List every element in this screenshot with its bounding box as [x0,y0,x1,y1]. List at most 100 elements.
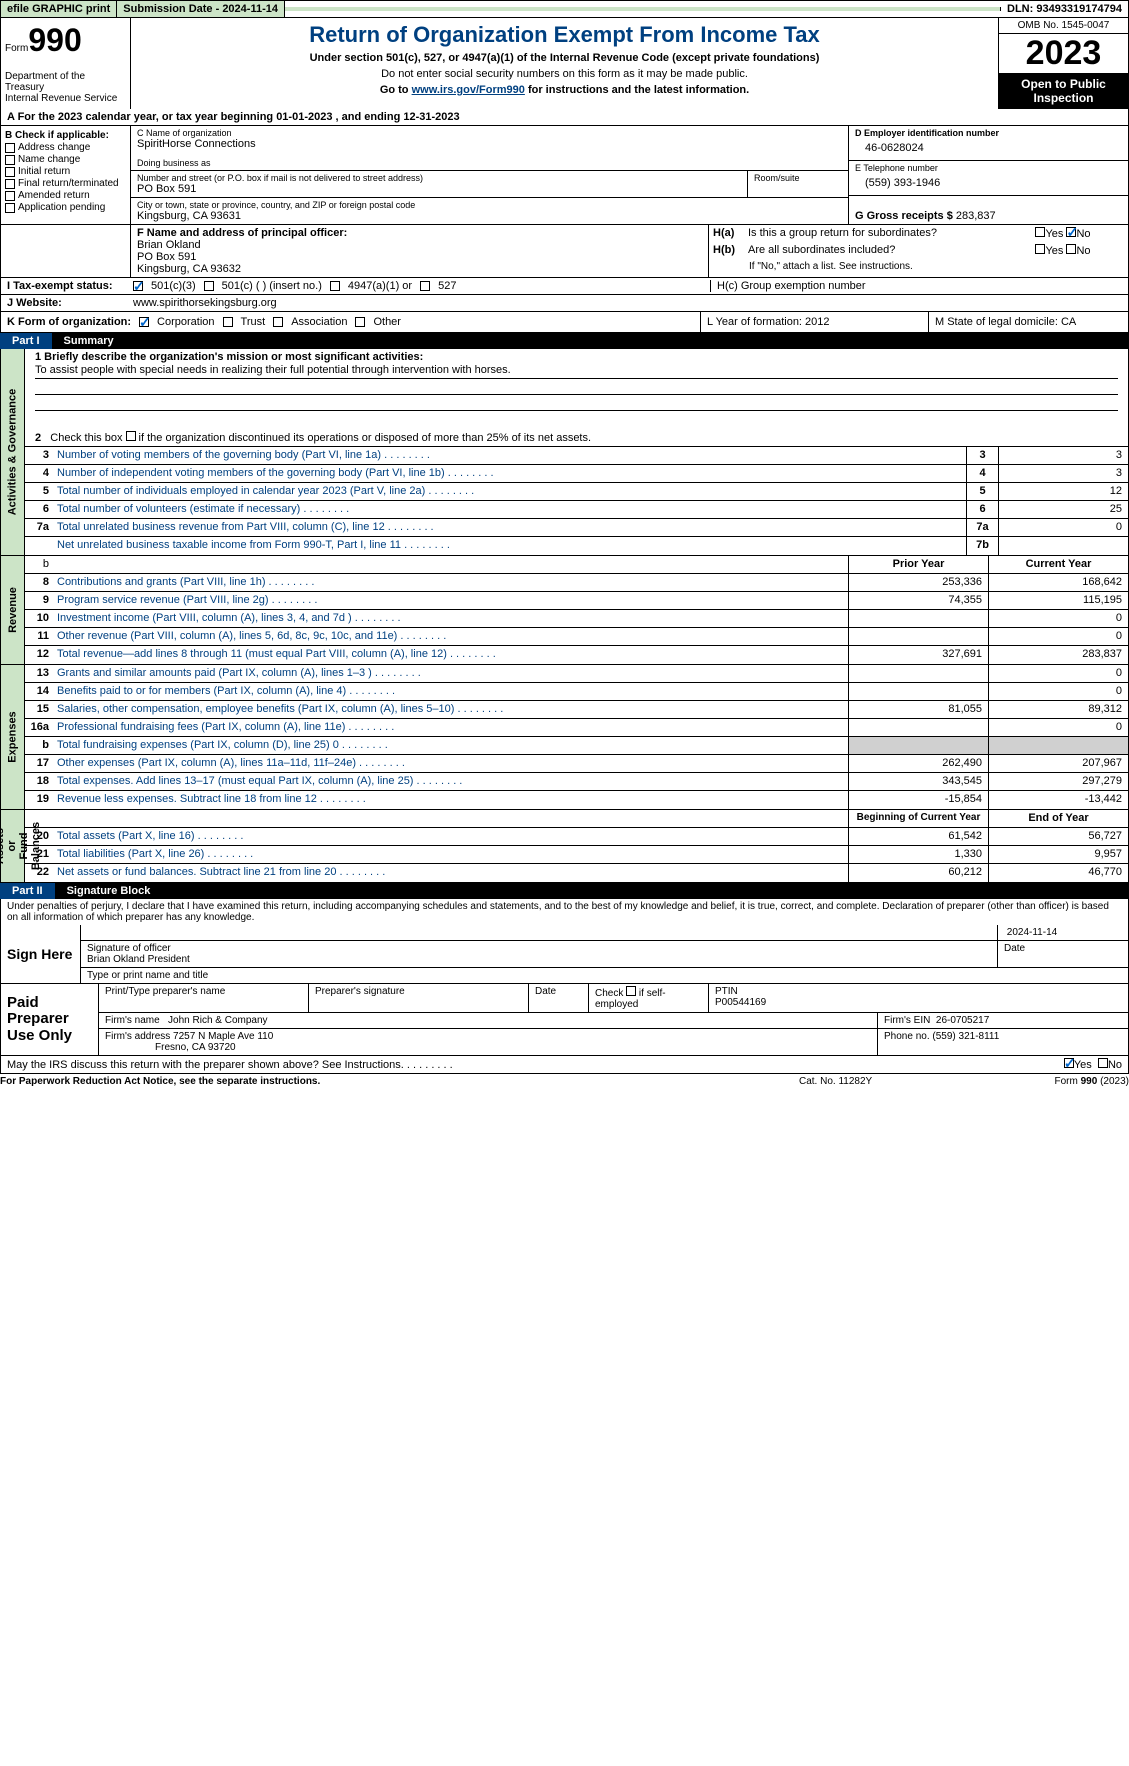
vtab-net: Net Assets or Fund Balances [1,810,25,882]
summary-row: 4Number of independent voting members of… [25,465,1128,483]
summary-row: 11Other revenue (Part VIII, column (A), … [25,628,1128,646]
gross-cell: G Gross receipts $ 283,837 [849,196,1128,224]
summary-row: 15Salaries, other compensation, employee… [25,701,1128,719]
summary-row: 6Total number of volunteers (estimate if… [25,501,1128,519]
gov-section: Activities & Governance 1 Briefly descri… [0,349,1129,556]
exp-section: Expenses 13Grants and similar amounts pa… [0,665,1129,810]
group-return-box: H(a) Is this a group return for subordin… [708,225,1128,277]
hb-yes[interactable] [1035,244,1045,254]
vtab-exp: Expenses [1,665,25,809]
dln: DLN: 93493319174794 [1001,1,1128,17]
cb-501c3[interactable] [133,281,143,291]
tax-year: 2023 [999,34,1128,73]
signature-section: Sign Here 2024-11-14 Signature of office… [0,925,1129,1056]
hb-no[interactable] [1066,244,1076,254]
page-footer: For Paperwork Reduction Act Notice, see … [0,1074,1129,1089]
summary-row: 9Program service revenue (Part VIII, lin… [25,592,1128,610]
form-label: Form [5,43,28,54]
firm-phone: (559) 321-8111 [932,1031,999,1042]
cb-trust[interactable] [223,317,233,327]
form-org-row: K Form of organization: Corporation Trus… [0,312,1129,333]
gross-receipts: 283,837 [956,210,996,222]
summary-row: 20Total assets (Part X, line 16)61,54256… [25,828,1128,846]
summary-row: 16aProfessional fundraising fees (Part I… [25,719,1128,737]
summary-row: 21Total liabilities (Part X, line 26)1,3… [25,846,1128,864]
summary-row: 19Revenue less expenses. Subtract line 1… [25,791,1128,809]
paid-preparer-label: Paid Preparer Use Only [1,984,99,1055]
vtab-gov: Activities & Governance [1,349,25,555]
part2-header: Part II Signature Block [0,883,1129,899]
form-number: 990 [28,22,81,58]
firm-ein: 26-0705217 [936,1015,989,1026]
cb-527[interactable] [420,281,430,291]
checkbox-address-change[interactable] [5,143,15,153]
summary-row: 22Net assets or fund balances. Subtract … [25,864,1128,882]
summary-row: 14Benefits paid to or for members (Part … [25,683,1128,701]
cb-501c[interactable] [204,281,214,291]
summary-row: 5Total number of individuals employed in… [25,483,1128,501]
officer-row: F Name and address of principal officer:… [0,225,1129,278]
tax-exempt-row: I Tax-exempt status: 501(c)(3) 501(c) ( … [0,278,1129,295]
summary-row: 12Total revenue—add lines 8 through 11 (… [25,646,1128,664]
cb-discontinued[interactable] [126,431,136,441]
instructions-link[interactable]: www.irs.gov/Form990 [412,84,525,96]
checkbox-amended[interactable] [5,191,15,201]
summary-row: 18Total expenses. Add lines 13–17 (must … [25,773,1128,791]
cb-self-employed[interactable] [626,986,636,996]
cb-4947[interactable] [330,281,340,291]
cb-assoc[interactable] [273,317,283,327]
checkbox-final-return[interactable] [5,179,15,189]
subtitle-2: Do not enter social security numbers on … [135,68,994,80]
form-id-box: Form990 Department of the Treasury Inter… [1,18,131,109]
org-name-cell: C Name of organization SpiritHorse Conne… [131,126,848,171]
form-header: Form990 Department of the Treasury Inter… [0,18,1129,109]
officer-name: Brian Okland President [87,954,190,965]
form-title-block: Return of Organization Exempt From Incom… [131,18,998,109]
street-cell: Number and street (or P.O. box if mail i… [131,171,748,198]
omb-number: OMB No. 1545-0047 [999,18,1128,34]
room-cell: Room/suite [748,171,848,198]
cb-other[interactable] [355,317,365,327]
header-info-grid: B Check if applicable: Address change Na… [0,126,1129,225]
ein-value: 46-0628024 [855,138,1122,158]
year-formation: L Year of formation: 2012 [700,312,920,332]
discuss-no[interactable] [1098,1058,1108,1068]
website-row: J Website: www.spirithorsekingsburg.org [0,295,1129,312]
summary-row: 8Contributions and grants (Part VIII, li… [25,574,1128,592]
city-cell: City or town, state or province, country… [131,198,848,224]
org-name: SpiritHorse Connections [137,138,842,150]
dept: Department of the Treasury Internal Reve… [5,71,126,104]
vtab-rev: Revenue [1,556,25,664]
summary-row: 7aTotal unrelated business revenue from … [25,519,1128,537]
discuss-row: May the IRS discuss this return with the… [0,1056,1129,1074]
summary-row: 17Other expenses (Part IX, column (A), l… [25,755,1128,773]
officer-value: Brian Okland PO Box 591 Kingsburg, CA 93… [137,239,702,275]
year-box: OMB No. 1545-0047 2023 Open to Public In… [998,18,1128,109]
firm-name: John Rich & Company [168,1015,268,1026]
penalties-text: Under penalties of perjury, I declare th… [0,899,1129,925]
ptin: P00544169 [715,997,766,1008]
part1-header: Part I Summary [0,333,1129,349]
website-value: www.spirithorsekingsburg.org [133,297,277,309]
cb-corp[interactable] [139,317,149,327]
officer-cell: F Name and address of principal officer:… [131,225,708,277]
domicile: M State of legal domicile: CA [928,312,1128,332]
net-section: Net Assets or Fund Balances Beginning of… [0,810,1129,883]
column-c: C Name of organization SpiritHorse Conne… [131,126,848,224]
discuss-yes[interactable] [1064,1058,1074,1068]
ha-yes[interactable] [1035,227,1045,237]
checkbox-name-change[interactable] [5,155,15,165]
hc-cell: H(c) Group exemption number [710,280,1128,292]
subtitle-1: Under section 501(c), 527, or 4947(a)(1)… [135,52,994,64]
row-a-period: A For the 2023 calendar year, or tax yea… [0,109,1129,126]
mission-block: 1 Briefly describe the organization's mi… [25,349,1128,429]
checkbox-app-pending[interactable] [5,203,15,213]
submission-date: Submission Date - 2024-11-14 [117,1,285,17]
open-public: Open to Public Inspection [999,73,1128,109]
mission-text: To assist people with special needs in r… [35,363,1118,379]
ha-no[interactable] [1066,227,1076,237]
ein-cell: D Employer identification number 46-0628… [849,126,1128,161]
summary-row: 13Grants and similar amounts paid (Part … [25,665,1128,683]
checkbox-initial-return[interactable] [5,167,15,177]
efile-label[interactable]: efile GRAPHIC print [1,1,117,17]
